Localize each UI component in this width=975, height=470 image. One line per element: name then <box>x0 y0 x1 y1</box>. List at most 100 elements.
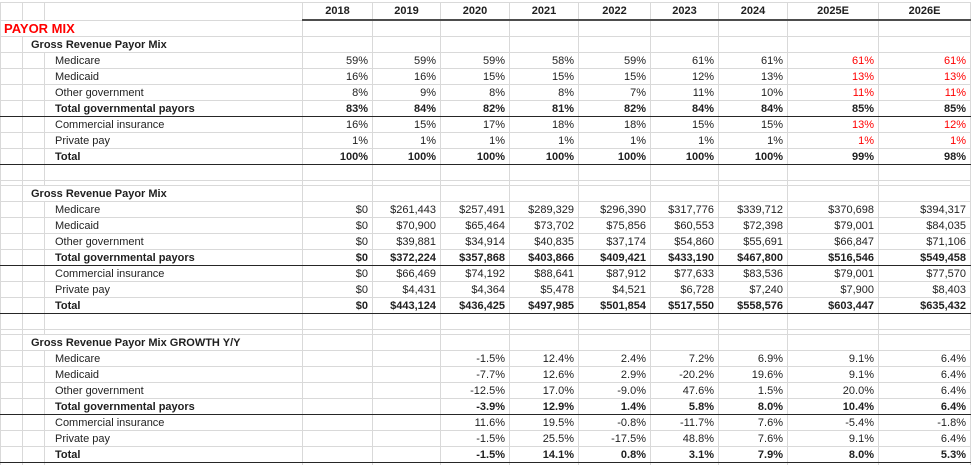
empty-cell[interactable] <box>440 334 510 351</box>
value-cell[interactable]: 11.6% <box>440 414 510 431</box>
value-cell[interactable]: $8,403 <box>878 281 971 298</box>
row-label-cell[interactable]: Other government <box>44 84 303 101</box>
empty-cell[interactable] <box>0 233 23 250</box>
empty-cell[interactable] <box>22 249 45 266</box>
empty-cell[interactable] <box>302 185 373 202</box>
empty-header-cell[interactable] <box>22 2 45 21</box>
value-cell[interactable]: $558,576 <box>718 297 788 314</box>
empty-cell[interactable] <box>0 462 23 465</box>
value-cell[interactable]: 1.5% <box>718 382 788 399</box>
value-cell[interactable]: 7% <box>578 84 651 101</box>
value-cell[interactable]: $54,860 <box>650 233 719 250</box>
row-label-cell[interactable]: Medicare <box>44 350 303 367</box>
empty-cell[interactable] <box>22 201 45 218</box>
value-cell[interactable]: 11% <box>878 84 971 101</box>
value-cell[interactable]: $74,192 <box>440 265 510 282</box>
empty-cell[interactable] <box>650 164 719 181</box>
value-cell[interactable]: 8.0% <box>787 446 879 463</box>
empty-cell[interactable] <box>22 148 45 165</box>
value-cell[interactable]: 17.0% <box>509 382 579 399</box>
value-cell[interactable]: 82% <box>578 100 651 117</box>
value-cell[interactable]: 10% <box>718 84 788 101</box>
value-cell[interactable]: $433,190 <box>650 249 719 266</box>
empty-cell[interactable] <box>578 334 651 351</box>
value-cell[interactable]: $0 <box>302 265 373 282</box>
empty-cell[interactable] <box>509 36 579 53</box>
value-cell[interactable]: 16% <box>372 68 441 85</box>
row-label-cell[interactable]: Total governmental payors <box>44 100 303 117</box>
value-cell[interactable]: 9% <box>372 84 441 101</box>
value-cell[interactable]: 11% <box>650 84 719 101</box>
value-cell[interactable]: 2.4% <box>578 350 651 367</box>
row-label-cell[interactable]: Private pay <box>44 281 303 298</box>
value-cell[interactable]: 6.9% <box>718 350 788 367</box>
value-cell[interactable]: -5.4% <box>787 414 879 431</box>
value-cell[interactable]: $77,633 <box>650 265 719 282</box>
row-label-cell[interactable]: Medicare <box>44 201 303 218</box>
value-cell[interactable]: 19.6% <box>718 366 788 383</box>
value-cell[interactable]: 11% <box>787 84 879 101</box>
empty-cell[interactable] <box>578 313 651 330</box>
value-cell[interactable]: 6.4% <box>878 366 971 383</box>
value-cell[interactable]: $0 <box>302 233 373 250</box>
empty-cell[interactable] <box>44 313 303 330</box>
year-header-cell[interactable]: 2025E <box>787 2 879 21</box>
value-cell[interactable]: 1% <box>509 132 579 149</box>
value-cell[interactable]: 5.8% <box>650 398 719 415</box>
empty-cell[interactable] <box>22 462 45 465</box>
value-cell[interactable]: 5.3% <box>878 446 971 463</box>
value-cell[interactable]: $409,421 <box>578 249 651 266</box>
row-label-cell[interactable]: Total governmental payors <box>44 249 303 266</box>
empty-cell[interactable] <box>440 185 510 202</box>
value-cell[interactable]: 10.4% <box>787 398 879 415</box>
empty-cell[interactable] <box>44 164 303 181</box>
empty-cell[interactable] <box>0 414 23 431</box>
value-cell[interactable]: 0.8% <box>578 446 651 463</box>
empty-cell[interactable] <box>0 185 23 202</box>
empty-cell[interactable] <box>22 100 45 117</box>
value-cell[interactable]: 84% <box>718 100 788 117</box>
value-cell[interactable]: 100% <box>578 148 651 165</box>
empty-cell[interactable] <box>0 164 23 181</box>
value-cell[interactable]: $7,900 <box>787 281 879 298</box>
empty-cell[interactable] <box>440 19 510 37</box>
value-cell[interactable]: 99% <box>787 148 879 165</box>
value-cell[interactable]: 25.5% <box>509 430 579 447</box>
value-cell[interactable]: 1% <box>787 132 879 149</box>
value-cell[interactable]: $261,443 <box>372 201 441 218</box>
value-cell[interactable]: 100% <box>509 148 579 165</box>
value-cell[interactable]: $296,390 <box>578 201 651 218</box>
value-cell[interactable]: 15% <box>718 116 788 133</box>
value-cell[interactable]: $467,800 <box>718 249 788 266</box>
value-cell[interactable]: $394,317 <box>878 201 971 218</box>
empty-cell[interactable] <box>878 164 971 181</box>
year-header-cell[interactable]: 2021 <box>509 2 579 21</box>
value-cell[interactable]: $317,776 <box>650 201 719 218</box>
value-cell[interactable]: -12.5% <box>440 382 510 399</box>
value-cell[interactable]: 84% <box>372 100 441 117</box>
year-header-cell[interactable]: 2019 <box>372 2 441 21</box>
value-cell[interactable]: 98% <box>878 148 971 165</box>
value-cell[interactable]: 59% <box>440 52 510 69</box>
empty-cell[interactable] <box>0 446 23 463</box>
empty-cell[interactable] <box>22 265 45 282</box>
value-cell[interactable]: 59% <box>372 52 441 69</box>
empty-cell[interactable] <box>22 132 45 149</box>
empty-cell[interactable] <box>718 19 788 37</box>
empty-cell[interactable] <box>22 446 45 463</box>
value-cell[interactable]: 1.4% <box>578 398 651 415</box>
value-cell[interactable]: 13% <box>878 68 971 85</box>
year-header-cell[interactable]: 2022 <box>578 2 651 21</box>
value-cell[interactable]: $4,431 <box>372 281 441 298</box>
value-cell[interactable]: 61% <box>718 52 788 69</box>
value-cell[interactable]: 1% <box>878 132 971 149</box>
value-cell[interactable]: $40,835 <box>509 233 579 250</box>
empty-cell[interactable] <box>0 313 23 330</box>
value-cell[interactable]: $516,546 <box>787 249 879 266</box>
empty-cell[interactable] <box>22 430 45 447</box>
value-cell[interactable]: $83,536 <box>718 265 788 282</box>
value-cell[interactable]: 13% <box>787 68 879 85</box>
row-label-cell[interactable]: Commercial insurance <box>44 116 303 133</box>
value-cell[interactable]: -9.0% <box>578 382 651 399</box>
value-cell[interactable]: 59% <box>578 52 651 69</box>
